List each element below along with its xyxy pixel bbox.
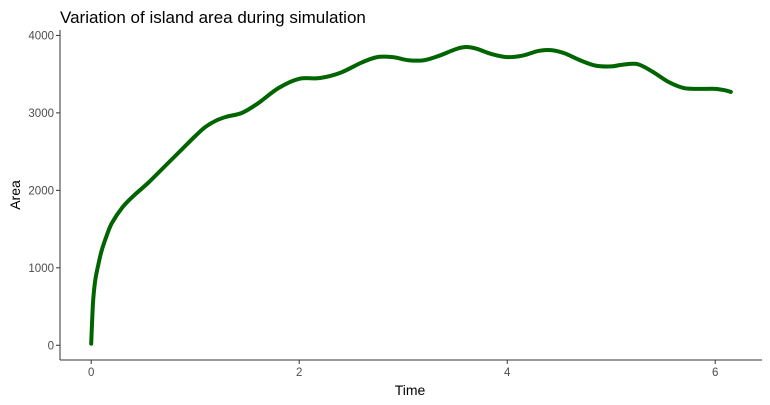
x-tick-label: 2: [296, 367, 302, 379]
x-axis-title: Time: [395, 382, 426, 398]
x-axis-ticks: 0 2 4 6: [88, 360, 718, 379]
area-series-line: [89, 45, 733, 346]
x-tick-label: 4: [504, 367, 511, 379]
y-axis-ticks: 0 1000 2000 3000 4000: [28, 30, 60, 352]
x-tick-label: 6: [712, 367, 718, 379]
y-tick-label: 1000: [28, 263, 54, 275]
y-tick-label: 4000: [28, 30, 54, 42]
chart-title: Variation of island area during simulati…: [60, 8, 366, 27]
y-axis-title: Area: [7, 180, 23, 210]
x-tick-label: 0: [88, 367, 94, 379]
y-tick-label: 0: [48, 340, 54, 352]
y-tick-label: 3000: [28, 108, 54, 120]
y-tick-label: 2000: [28, 185, 54, 197]
